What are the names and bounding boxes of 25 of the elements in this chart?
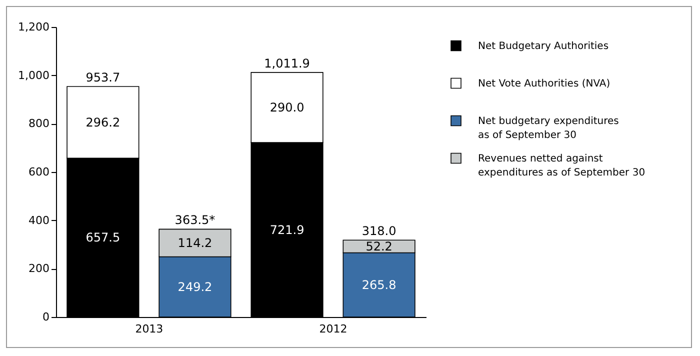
y-tick-label: 600 [28,166,50,178]
y-tick-label: 1,000 [18,68,50,82]
total-label: 953.7 [86,70,120,85]
data-label: 249.2 [178,280,212,294]
data-label: 296.2 [86,115,120,130]
data-label: 657.5 [86,230,120,245]
x-tick-label: 2013 [135,322,164,336]
y-tick-label: 400 [28,214,50,227]
legend-label: Net budgetary expenditures as of September 30 [478,116,619,141]
y-tick-label: 1,200 [18,20,50,34]
data-label: 52.2 [366,239,392,254]
legend-label: Revenues netted against expenditures as of September 30 [478,153,646,178]
x-tick-label: 2012 [319,322,348,336]
data-label: 265.8 [362,278,396,292]
legend-label: Net Budgetary Authorities [478,40,609,52]
y-tick-label: 800 [28,117,50,130]
legend-label: Net Vote Authorities (NVA) [478,78,610,90]
total-label: 363.5* [174,213,216,228]
total-label: 318.0 [362,224,396,238]
y-tick-label: 200 [28,262,50,276]
data-label: 721.9 [270,222,304,237]
data-label: 290.0 [270,100,304,114]
y-tick-label: 0 [42,310,50,324]
data-label: 114.2 [178,236,212,250]
total-label: 1,011.9 [264,56,310,70]
